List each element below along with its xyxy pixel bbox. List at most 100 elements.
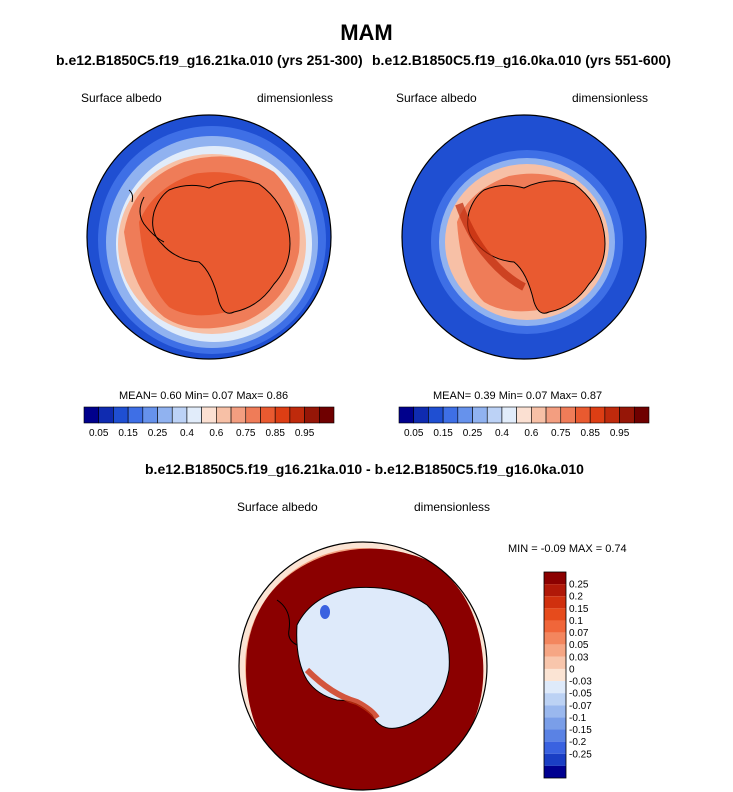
difference-colorbar-tick-label: -0.1 [569, 713, 587, 724]
difference-colorbar-tick-label: -0.05 [569, 689, 592, 700]
panel1-colorbar-swatch [230, 406, 247, 424]
difference-colorbar-tick-label: 0.07 [569, 628, 589, 639]
panel1-colorbar-swatch [127, 406, 144, 424]
panel2-colorbar-tick-label: 0.05 [404, 428, 424, 439]
difference-colorbar-tick-label: -0.07 [569, 701, 592, 712]
panel2-polar-map [401, 114, 647, 360]
difference-colorbar-swatch [544, 753, 566, 766]
panel1-colorbar: 0.05 0.15 0.25 0.4 0.6 0.75 0.85 0.95 [83, 406, 335, 439]
difference-colorbar-swatch [544, 705, 566, 718]
difference-colorbar-frame [543, 571, 567, 779]
difference-colorbar-swatch [544, 693, 566, 706]
panel1-colorbar-swatch [274, 406, 291, 424]
difference-colorbar-tick-label: 0.2 [569, 592, 583, 603]
panel2-colorbar-swatch [472, 406, 488, 424]
panel1-colorbar-swatch [289, 406, 305, 424]
panel2-colorbar-swatch [457, 406, 473, 424]
panel2-colorbar-swatch [560, 406, 576, 424]
panel1-colorbar-swatch [260, 406, 276, 424]
difference-colorbar-tick-label: -0.2 [569, 737, 587, 748]
panel1-colorbar-tick-label: 0.95 [295, 428, 315, 439]
panel2-colorbar-swatch [442, 406, 459, 424]
panel1-colorbar-swatch [245, 406, 261, 424]
panel2-colorbar-swatch [531, 406, 547, 424]
difference-colorbar-tick-label: 0.03 [569, 652, 589, 663]
panel1-colorbar-tick-label: 0.05 [89, 428, 109, 439]
panel2-colorbar-swatch [398, 406, 415, 424]
panel1-colorbar-tick-label: 0.15 [118, 428, 138, 439]
panel1-colorbar-swatch [186, 406, 202, 424]
panel2-colorbar-tick-label: 0.85 [580, 428, 600, 439]
panel2-colorbar-swatch [428, 406, 444, 424]
panel2-variable-label: Surface albedo [396, 91, 477, 105]
panel3-stats: MIN = -0.09 MAX = 0.74 [508, 543, 627, 555]
difference-colorbar-swatch [544, 620, 566, 633]
panel2-colorbar-swatch [575, 406, 591, 424]
difference-colorbar-tick-label: 0.05 [569, 640, 589, 651]
panel1-variable-label: Surface albedo [81, 91, 162, 105]
panel1-polar-map [86, 114, 332, 360]
difference-colorbar-tick-label: -0.25 [569, 749, 592, 760]
panel2-units-label: dimensionless [572, 91, 649, 105]
page-title: MAM [340, 20, 393, 45]
panel2-case-title: b.e12.B1850C5.f19_g16.0ka.010 (yrs 551-6… [372, 52, 671, 68]
difference-colorbar-tick-label: -0.03 [569, 677, 592, 688]
panel2-colorbar: 0.05 0.15 0.25 0.4 0.6 0.75 0.85 0.95 [398, 406, 650, 439]
difference-colorbar-tick-label: -0.15 [569, 725, 592, 736]
panel2-stats: MEAN= 0.39 Min= 0.07 Max= 0.87 [433, 390, 603, 402]
panel1-colorbar-swatch [142, 406, 158, 424]
panel1-colorbar-swatch [304, 406, 320, 424]
panel2-colorbar-tick-label: 0.25 [463, 428, 483, 439]
difference-colorbar-swatch [544, 644, 566, 657]
difference-colorbar-swatch [544, 681, 566, 694]
difference-colorbar: 0.250.20.150.10.070.050.030-0.03-0.05-0.… [543, 571, 592, 779]
panel1-colorbar-tick-label: 0.6 [209, 428, 223, 439]
panel2-colorbar-swatch [486, 406, 503, 424]
panel1-colorbar-swatch [171, 406, 188, 424]
panel3-units-label: dimensionless [414, 500, 491, 514]
panel1-colorbar-swatch [201, 406, 217, 424]
panel2-colorbar-tick-label: 0.6 [524, 428, 538, 439]
panel1-colorbar-swatch [216, 406, 232, 424]
difference-colorbar-swatch [544, 572, 566, 585]
difference-colorbar-swatch [544, 729, 566, 742]
panel1-colorbar-swatch [318, 406, 335, 424]
panel1-case-title: b.e12.B1850C5.f19_g16.21ka.010 (yrs 251-… [56, 52, 363, 68]
panel1-colorbar-tick-label: 0.75 [236, 428, 256, 439]
difference-colorbar-swatch [544, 632, 566, 645]
difference-colorbar-swatch [544, 608, 566, 621]
panel1-colorbar-tick-label: 0.4 [180, 428, 194, 439]
panel2-colorbar-swatch [604, 406, 620, 424]
panel2-colorbar-tick-label: 0.95 [610, 428, 630, 439]
difference-colorbar-swatch [544, 668, 566, 682]
difference-colorbar-tick-label: 0.25 [569, 580, 589, 591]
panel3-variable-label: Surface albedo [237, 500, 318, 514]
panel1-stats: MEAN= 0.60 Min= 0.07 Max= 0.86 [119, 390, 289, 402]
panel1-colorbar-swatch [98, 406, 114, 424]
difference-colorbar-swatch [544, 741, 566, 754]
difference-colorbar-tick-label: 0.1 [569, 616, 583, 627]
difference-colorbar-tick-label: 0.15 [569, 604, 589, 615]
panel1-colorbar-swatch [157, 406, 173, 424]
panel2-colorbar-swatch [516, 406, 532, 424]
panel2-colorbar-swatch [619, 406, 635, 424]
panel1-units-label: dimensionless [257, 91, 334, 105]
panel2-colorbar-swatch [545, 406, 562, 424]
panel2-colorbar-swatch [589, 406, 606, 424]
panel2-colorbar-swatch [501, 406, 517, 424]
difference-colorbar-swatch [544, 717, 566, 730]
difference-colorbar-swatch [544, 765, 566, 778]
panel2-colorbar-swatch [633, 406, 650, 424]
difference-title: b.e12.B1850C5.f19_g16.21ka.010 - b.e12.B… [145, 461, 584, 477]
difference-colorbar-swatch [544, 656, 566, 669]
panel1-colorbar-tick-label: 0.85 [265, 428, 285, 439]
panel1-colorbar-swatch [113, 406, 129, 424]
panel1-colorbar-tick-label: 0.25 [148, 428, 168, 439]
difference-colorbar-swatch [544, 584, 566, 597]
panel1-colorbar-swatch [83, 406, 100, 424]
panel2-colorbar-tick-label: 0.75 [551, 428, 571, 439]
difference-colorbar-swatch [544, 596, 566, 609]
panel2-colorbar-swatch [413, 406, 429, 424]
panel2-colorbar-tick-label: 0.4 [495, 428, 509, 439]
difference-colorbar-tick-label: 0 [569, 664, 575, 675]
